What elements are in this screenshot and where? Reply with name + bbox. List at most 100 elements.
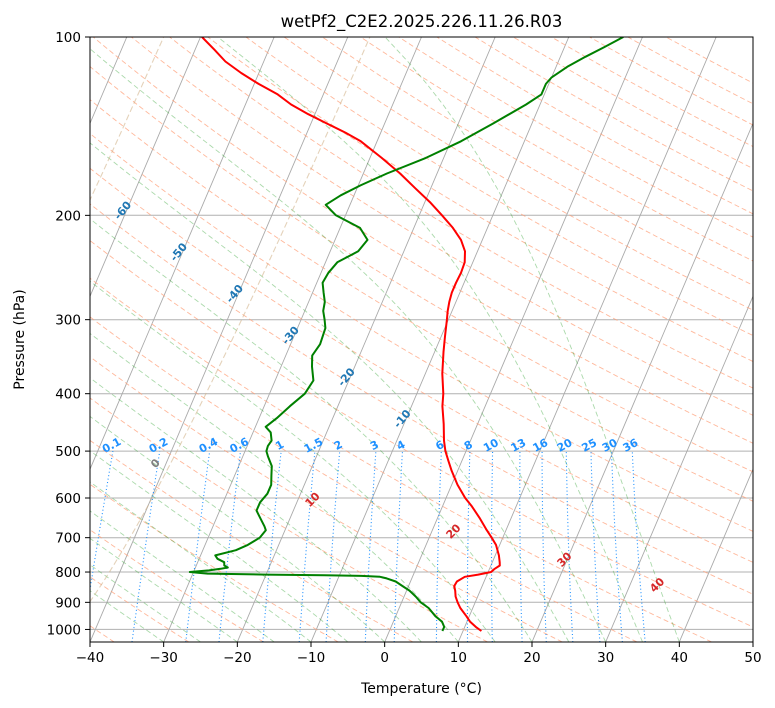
moist-adiabat-line [90,481,312,642]
series-layer [188,37,624,632]
mixing-ratio-line [631,451,646,642]
dry-adiabat-line [512,37,753,170]
mixing-ratio-line [131,451,161,642]
moist-adiabat-line [90,415,386,642]
moist-adiabat-line [90,218,533,642]
reference-curve [90,37,371,603]
moist-adiabat-line [90,142,570,642]
grid-layer [90,37,753,642]
isotherm-grid-line [90,37,275,471]
x-tick-label: 20 [523,650,540,666]
mixing-ratio-line [393,451,404,642]
plot-background [90,37,753,642]
dry-adiabat-line [90,99,753,502]
mixing-ratio-line [218,451,242,642]
plot-frame [89,36,754,643]
y-tick-label: 500 [55,444,81,460]
y-tick-label: 900 [55,595,81,611]
x-tick-label: 10 [450,650,467,666]
y-tick-label: 1000 [47,622,81,638]
mixing-ratio-label: 20 [555,436,575,455]
x-tick-label: 0 [380,650,389,666]
mixing-ratio-line [90,451,114,594]
dewpoint-profile-line [188,37,624,632]
mixing-ratio-line [262,451,282,642]
moist-adiabat-line [90,564,201,642]
moist-adiabat-line [217,37,643,642]
dry-adiabat-line [90,277,712,642]
dry-adiabat-line [90,529,264,642]
mixing-ratio-label: 25 [579,436,599,455]
mixing-ratio-line [466,451,471,642]
y-tick-label: 300 [55,313,81,329]
dry-adiabat-line [131,37,753,416]
y-tick-label: 100 [55,30,81,46]
x-tick-label: −40 [76,650,105,666]
mixing-ratio-label: 10 [481,436,501,455]
dry-adiabat-line [90,240,753,628]
isotherm-grid-line [384,37,643,642]
y-tick-label: 700 [55,531,81,547]
dry-adiabat-line [245,37,753,337]
dry-adiabat-line [90,483,339,642]
isotherm-grid-line [163,37,422,642]
x-tick-label: 40 [671,650,688,666]
dry-adiabat-line [90,66,753,473]
mixing-ratio-line [325,451,341,642]
moist-adiabat-line [90,48,607,642]
moist-adiabat-line [90,590,164,642]
dry-adiabat-line [90,167,753,563]
mixing-ratio-line [565,451,574,642]
x-tick-label: −20 [223,650,252,666]
dry-adiabat-line [90,132,753,532]
isotherm-grid-line [605,295,753,642]
dry-adiabat-line [322,37,753,286]
moist-adiabat-line [90,332,459,642]
x-axis-title: Temperature (°C) [360,681,482,697]
y-tick-label: 600 [55,491,81,507]
isotherm-grid-line [678,468,753,642]
x-tick-label: −10 [297,650,326,666]
mixing-ratio-line [541,451,547,642]
isotherm-grid-line [90,37,349,642]
moist-adiabat-line [384,37,680,642]
x-tick-label: 30 [597,650,614,666]
y-axis-title: Pressure (hPa) [12,289,28,389]
moist-adiabat-line [90,377,422,642]
x-tick-label: 50 [744,650,761,666]
isotherm-grid-line [90,37,201,298]
mixing-ratio-line [298,451,316,642]
mixing-ratio-label: 13 [509,436,529,455]
mixing-ratio-line [610,451,623,642]
y-tick-label: 200 [55,208,81,224]
mixing-ratio-line [185,451,211,642]
dry-adiabat-line [90,203,753,595]
dry-adiabat-line [90,439,414,642]
chart-title: wetPf2_C2E2.2025.226.11.26.R03 [281,12,563,32]
y-tick-label: 400 [55,387,81,403]
mixing-ratio-label: 30 [600,436,620,455]
mixing-ratio-line [435,451,442,642]
isotherm-grid-line [236,37,496,642]
temperature-profile-line [201,37,501,632]
moist-adiabat-line [90,537,238,642]
mixing-ratio-label: 16 [531,436,551,455]
axes-layer: −40 −30 −20 −10 0 10 20 30 40 50 1000 900 800 700 600 5… [47,30,762,666]
moist-adiabat-line [90,450,349,642]
dry-adiabat-line [436,37,753,215]
mixing-ratio-line [490,451,494,642]
mixing-ratio-line [519,451,523,642]
moist-adiabat-line [90,280,496,642]
dry-adiabat-line [360,37,753,262]
isotherm-grid-line [310,37,570,642]
mixing-ratio-label: 36 [621,436,641,455]
mixing-ratio-line [590,451,601,642]
mixing-ratio-line [364,451,377,642]
x-tick-label: −30 [149,650,178,666]
dry-adiabat-line [474,37,753,192]
dry-adiabat-line [207,37,753,362]
isotherm-grid-line [457,37,717,642]
y-tick-label: 800 [55,565,81,581]
isotherm-grid-line [531,122,753,642]
